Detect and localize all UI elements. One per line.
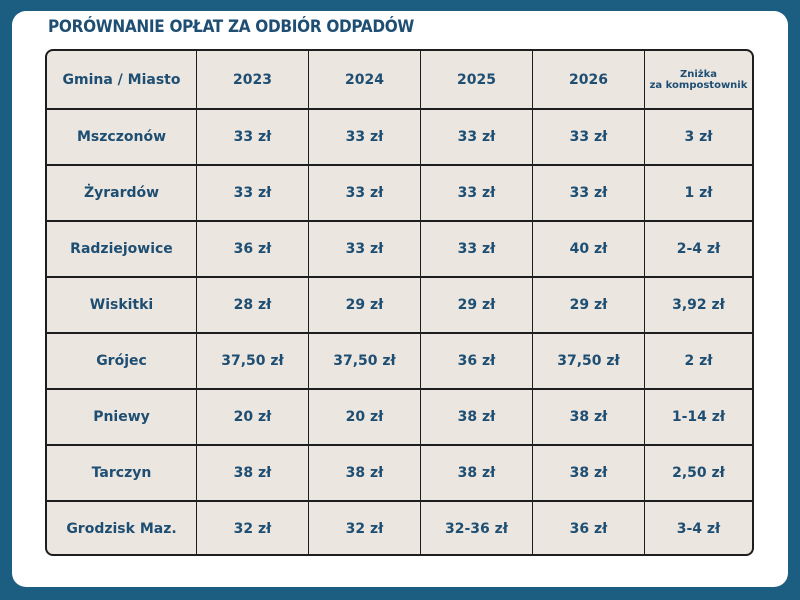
municipality-cell: Grójec [96,353,147,369]
fee-2025-cell: 29 zł [420,278,532,332]
discount-cell: 2,50 zł [644,446,752,500]
fee-2024-cell: 20 zł [308,390,420,444]
header-cell-2024: 2024 [308,51,420,108]
table-row: Pniewy 20 zł 20 zł 38 zł 38 zł 1-14 zł [47,388,752,444]
header-discount-line2: za kompostownik [649,79,748,91]
fee-2026-cell: 33 zł [532,110,644,164]
fee-2025-cell: 33 zł [420,110,532,164]
fee-2025-cell: 38 zł [420,390,532,444]
fee-2025-cell: 38 zł [420,446,532,500]
fee-2023-cell: 20 zł [196,390,308,444]
header-cell-discount: Zniżka za kompostownik [644,51,752,108]
header-cell-2026: 2026 [532,51,644,108]
fees-table: Gmina / Miasto 2023 2024 2025 2026 Zniżk… [45,49,754,556]
table-row: Tarczyn 38 zł 38 zł 38 zł 38 zł 2,50 zł [47,444,752,500]
fee-2025-cell: 33 zł [420,166,532,220]
fee-2026-cell: 29 zł [532,278,644,332]
table-row: Mszczonów 33 zł 33 zł 33 zł 33 zł 3 zł [47,108,752,164]
table-row: Wiskitki 28 zł 29 zł 29 zł 29 zł 3,92 zł [47,276,752,332]
municipality-cell: Grodzisk Maz. [66,521,177,537]
fee-2023-cell: 33 zł [196,110,308,164]
fee-2026-cell: 38 zł [532,390,644,444]
table-body: Mszczonów 33 zł 33 zł 33 zł 33 zł 3 zł Żyrardó… [47,108,752,554]
discount-cell: 3,92 zł [644,278,752,332]
page-title: PORÓWNANIE OPŁAT ZA ODBIÓR ODPADÓW [48,17,414,37]
table-row: Radziejowice 36 zł 33 zł 33 zł 40 zł 2-4 zł [47,220,752,276]
fee-2026-cell: 36 zł [532,502,644,554]
fee-2023-cell: 36 zł [196,222,308,276]
table-row: Grodzisk Maz. 32 zł 32 zł 32-36 zł 36 zł 3-4 … [47,500,752,554]
fee-2026-cell: 38 zł [532,446,644,500]
table-header-row: Gmina / Miasto 2023 2024 2025 2026 Zniżk… [47,51,752,108]
fee-2024-cell: 33 zł [308,166,420,220]
fee-2024-cell: 33 zł [308,222,420,276]
fee-2026-cell: 37,50 zł [532,334,644,388]
discount-cell: 3 zł [644,110,752,164]
header-cell-2025: 2025 [420,51,532,108]
discount-cell: 2-4 zł [644,222,752,276]
discount-cell: 1 zł [644,166,752,220]
discount-cell: 3-4 zł [644,502,752,554]
fee-2026-cell: 33 zł [532,166,644,220]
fee-2024-cell: 29 zł [308,278,420,332]
table-row: Grójec 37,50 zł 37,50 zł 36 zł 37,50 zł 2 zł [47,332,752,388]
municipality-cell: Pniewy [93,409,150,425]
municipality-cell: Żyrardów [83,185,160,201]
municipality-cell: Tarczyn [91,465,152,481]
fee-2025-cell: 33 zł [420,222,532,276]
municipality-cell: Radziejowice [70,241,173,257]
municipality-cell: Wiskitki [89,297,154,313]
fee-2023-cell: 37,50 zł [196,334,308,388]
fee-2024-cell: 38 zł [308,446,420,500]
municipality-cell: Mszczonów [77,129,166,145]
discount-cell: 1-14 zł [644,390,752,444]
fee-2023-cell: 28 zł [196,278,308,332]
header-cell-municipality: Gmina / Miasto [62,71,181,88]
header-discount-line1: Zniżka [679,68,718,80]
fee-2025-cell: 32-36 zł [420,502,532,554]
fee-2023-cell: 38 zł [196,446,308,500]
fee-2026-cell: 40 zł [532,222,644,276]
fee-2025-cell: 36 zł [420,334,532,388]
fee-2023-cell: 32 zł [196,502,308,554]
table-row: Żyrardów 33 zł 33 zł 33 zł 33 zł 1 zł [47,164,752,220]
fee-2024-cell: 33 zł [308,110,420,164]
fee-2024-cell: 32 zł [308,502,420,554]
fee-2024-cell: 37,50 zł [308,334,420,388]
fee-2023-cell: 33 zł [196,166,308,220]
discount-cell: 2 zł [644,334,752,388]
header-cell-2023: 2023 [196,51,308,108]
